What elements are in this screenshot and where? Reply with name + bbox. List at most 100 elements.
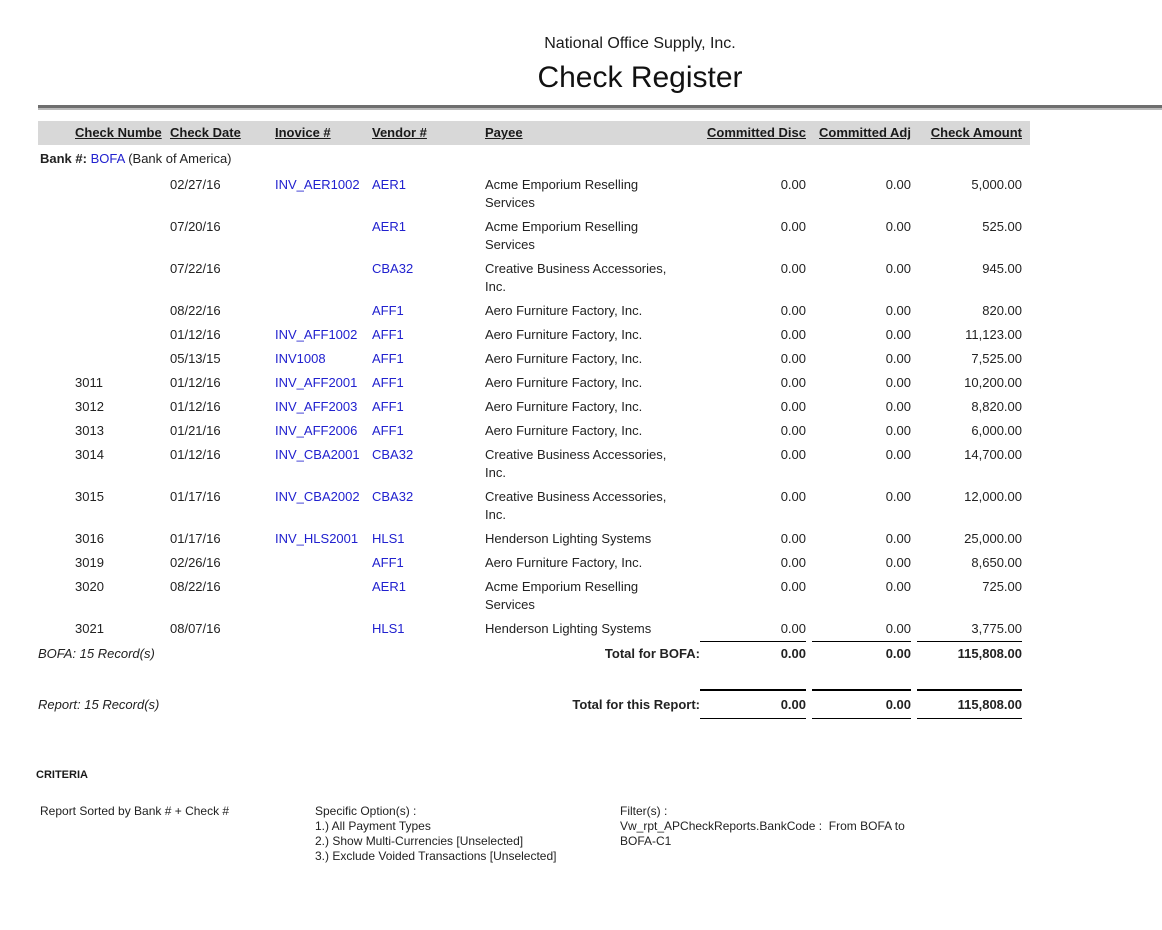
cell-check-date: 08/22/16 <box>170 579 221 594</box>
specific-option-2: 2.) Show Multi-Currencies [Unselected] <box>315 834 524 848</box>
table-row: 3021 08/07/16 HLS1 Henderson Lighting Sy… <box>38 617 1030 641</box>
cell-check-date: 05/13/15 <box>170 351 221 366</box>
cell-invoice-link <box>275 554 372 572</box>
cell-check-date: 01/12/16 <box>170 399 221 414</box>
specific-options-heading: Specific Option(s) : <box>315 804 417 818</box>
cell-vendor-link[interactable]: AFF1 <box>372 423 404 438</box>
cell-vendor-link[interactable]: AFF1 <box>372 375 404 390</box>
table-rows: 02/27/16 INV_AER1002 AER1 Acme Emporium … <box>38 168 1162 641</box>
page-title: Check Register <box>537 61 743 94</box>
bank-group-header: Bank #: BOFA (Bank of America) <box>40 150 1162 168</box>
filter-line-2: BOFA-C1 <box>620 834 672 848</box>
column-header-committed-adj[interactable]: Committed Adj <box>819 125 911 140</box>
cell-vendor-link[interactable]: AFF1 <box>372 351 404 366</box>
cell-invoice-link[interactable]: INV_CBA2002 <box>275 489 360 504</box>
column-header-payee[interactable]: Payee <box>485 125 523 140</box>
cell-invoice-link[interactable]: INV1008 <box>275 351 326 366</box>
cell-check-number <box>38 326 170 344</box>
column-header-check-date[interactable]: Check Date <box>170 125 241 140</box>
criteria-options-column: Specific Option(s) : 1.) All Payment Typ… <box>315 804 620 864</box>
cell-committed-adj: 0.00 <box>885 579 911 594</box>
cell-payee: Creative Business Accessories, Inc. <box>485 489 667 522</box>
cell-vendor-link[interactable]: AER1 <box>372 219 406 234</box>
cell-payee: Aero Furniture Factory, Inc. <box>485 351 643 366</box>
cell-committed-disc: 0.00 <box>780 177 806 192</box>
column-header-vendor[interactable]: Vendor # <box>372 125 427 140</box>
cell-vendor-link[interactable]: HLS1 <box>372 621 405 636</box>
table-row: 08/22/16 AFF1 Aero Furniture Factory, In… <box>38 299 1030 323</box>
specific-option-3: 3.) Exclude Voided Transactions [Unselec… <box>315 849 557 863</box>
cell-invoice-link[interactable]: INV_AFF2001 <box>275 375 358 390</box>
cell-invoice-link <box>275 260 372 296</box>
cell-committed-disc: 0.00 <box>780 327 806 342</box>
cell-invoice-link[interactable]: INV_AFF2006 <box>275 423 358 438</box>
cell-invoice-link[interactable]: INV_HLS2001 <box>275 531 359 546</box>
cell-vendor-link[interactable]: CBA32 <box>372 261 414 276</box>
cell-check-amount: 3,775.00 <box>971 621 1022 636</box>
cell-committed-adj: 0.00 <box>885 621 911 636</box>
cell-payee: Aero Furniture Factory, Inc. <box>485 327 643 342</box>
report-total-check-amount: 115,808.00 <box>917 689 1022 719</box>
cell-check-date: 01/12/16 <box>170 447 221 462</box>
column-header-check-amount[interactable]: Check Amount <box>930 125 1022 140</box>
report-record-count: Report: 15 Record(s) <box>38 697 160 712</box>
cell-committed-adj: 0.00 <box>885 399 911 414</box>
cell-invoice-link <box>275 620 372 638</box>
filters-heading: Filter(s) : <box>620 804 668 818</box>
cell-check-amount: 8,820.00 <box>971 399 1022 414</box>
table-row: 3016 01/17/16 INV_HLS2001 HLS1 Henderson… <box>38 527 1030 551</box>
cell-check-date: 01/12/16 <box>170 327 221 342</box>
cell-vendor-link[interactable]: HLS1 <box>372 531 405 546</box>
cell-check-amount: 820.00 <box>982 303 1022 318</box>
bank-number-label: Bank #: <box>40 151 87 166</box>
report-total-row: Report: 15 Record(s) Total for this Repo… <box>38 689 1022 719</box>
cell-check-number: 3020 <box>75 579 104 594</box>
cell-committed-adj: 0.00 <box>885 261 911 276</box>
column-header-committed-disc[interactable]: Committed Disc <box>707 125 806 140</box>
cell-payee: Aero Furniture Factory, Inc. <box>485 555 643 570</box>
filter-line-1: Vw_rpt_APCheckReports.BankCode : From BO… <box>620 819 905 833</box>
cell-check-amount: 525.00 <box>982 219 1022 234</box>
cell-invoice-link[interactable]: INV_AFF2003 <box>275 399 358 414</box>
cell-invoice-link[interactable]: INV_AER1002 <box>275 177 360 192</box>
cell-vendor-link[interactable]: AFF1 <box>372 555 404 570</box>
cell-check-amount: 725.00 <box>982 579 1022 594</box>
cell-invoice-link[interactable]: INV_CBA2001 <box>275 447 360 462</box>
cell-payee: Aero Furniture Factory, Inc. <box>485 375 643 390</box>
title-divider-rule <box>38 105 1162 110</box>
cell-check-date: 07/22/16 <box>170 261 221 276</box>
cell-vendor-link[interactable]: AER1 <box>372 177 406 192</box>
cell-vendor-link[interactable]: AFF1 <box>372 399 404 414</box>
table-row: 3020 08/22/16 AER1 Acme Emporium Reselli… <box>38 575 1030 617</box>
cell-check-amount: 10,200.00 <box>964 375 1022 390</box>
cell-vendor-link[interactable]: CBA32 <box>372 447 414 462</box>
group-total-check-amount: 115,808.00 <box>917 641 1022 663</box>
criteria-filters-column: Filter(s) : Vw_rpt_APCheckReports.BankCo… <box>620 804 1050 864</box>
cell-committed-adj: 0.00 <box>885 447 911 462</box>
column-header-check-number[interactable]: Check Numbe <box>75 125 162 140</box>
cell-vendor-link[interactable]: AER1 <box>372 579 406 594</box>
table-row: 3011 01/12/16 INV_AFF2001 AFF1 Aero Furn… <box>38 371 1030 395</box>
cell-vendor-link[interactable]: CBA32 <box>372 489 414 504</box>
cell-committed-adj: 0.00 <box>885 555 911 570</box>
table-row: 3015 01/17/16 INV_CBA2002 CBA32 Creative… <box>38 485 1030 527</box>
cell-check-number: 3014 <box>75 447 104 462</box>
cell-committed-disc: 0.00 <box>780 219 806 234</box>
criteria-sort-column: Report Sorted by Bank # + Check # <box>40 804 315 864</box>
cell-payee: Henderson Lighting Systems <box>485 621 652 636</box>
cell-check-number <box>38 218 170 254</box>
report-total-committed-disc: 0.00 <box>700 689 806 719</box>
cell-check-number <box>38 176 170 212</box>
cell-vendor-link[interactable]: AFF1 <box>372 303 404 318</box>
table-header: Check Numbe Check Date Inovice # Vendor # Pa… <box>38 121 1030 145</box>
cell-committed-disc: 0.00 <box>780 531 806 546</box>
report-total-label: Total for this Report: <box>572 697 700 712</box>
cell-check-date: 01/21/16 <box>170 423 221 438</box>
cell-check-date: 02/27/16 <box>170 177 221 192</box>
bank-code-link[interactable]: BOFA <box>90 151 125 166</box>
cell-check-number: 3011 <box>75 375 103 390</box>
cell-vendor-link[interactable]: AFF1 <box>372 327 404 342</box>
cell-payee: Aero Furniture Factory, Inc. <box>485 399 643 414</box>
column-header-invoice[interactable]: Inovice # <box>275 125 331 140</box>
cell-invoice-link[interactable]: INV_AFF1002 <box>275 327 358 342</box>
